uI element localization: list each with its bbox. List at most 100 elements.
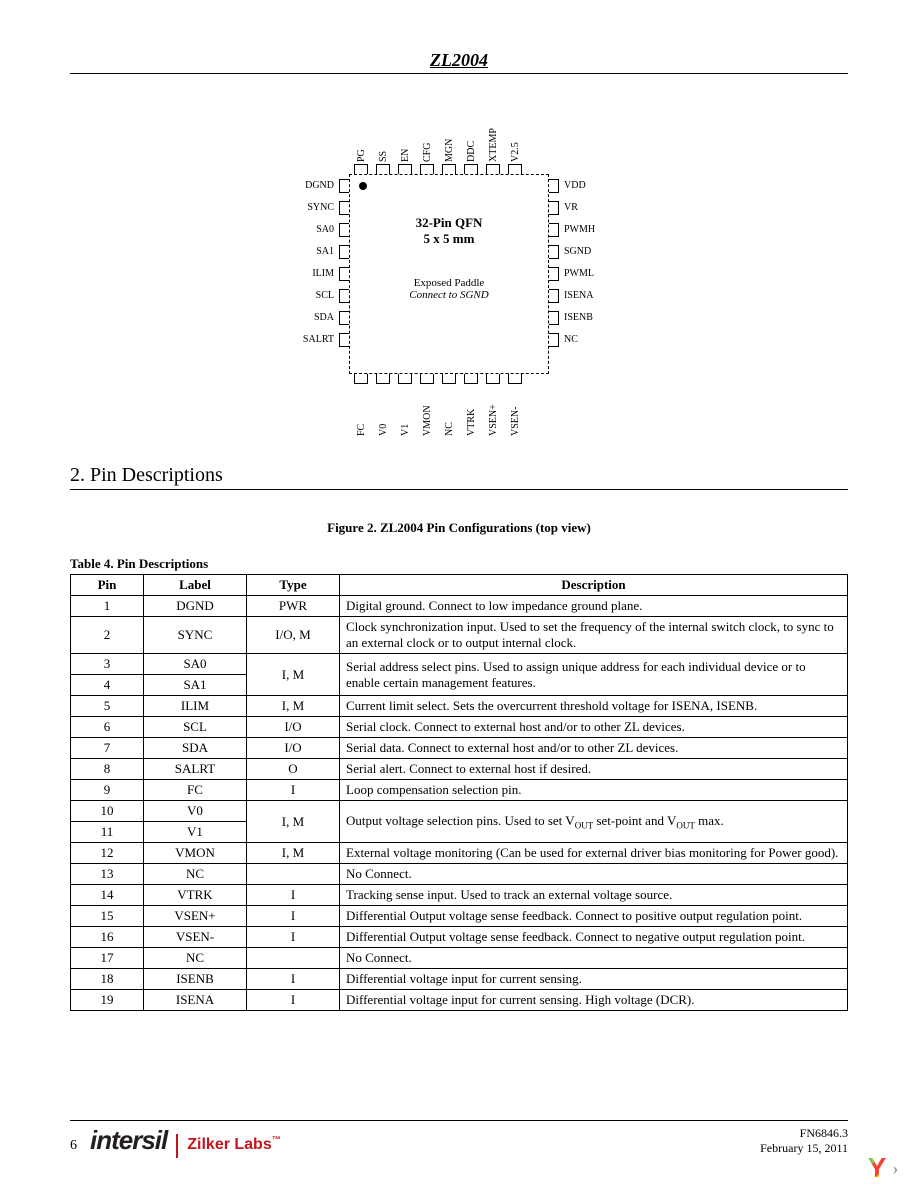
cell-type: I/O [247,738,340,759]
cell-pin: 13 [71,864,144,885]
table-row: 18ISENBIDifferential voltage input for c… [71,969,848,990]
pin1-indicator-dot [359,182,367,190]
cell-label: SYNC [144,617,247,654]
chip-sub-2: Connect to SGND [350,289,548,301]
pin-pad [464,164,478,174]
table-row: 16VSEN-IDifferential Output voltage sens… [71,927,848,948]
cell-pin: 4 [71,675,144,696]
pin-label: SALRT [303,334,334,345]
pin-pad [442,374,456,384]
pin-label: PG [356,124,367,162]
page-footer: 6 intersil Zilker Labs™ FN6846.3 Februar… [70,1120,848,1158]
zilker-logo: Zilker Labs™ [187,1136,280,1153]
pin-pad [398,164,412,174]
cell-desc: Differential Output voltage sense feedba… [340,906,848,927]
pin-pad [354,164,368,174]
table-row: 15VSEN+IDifferential Output voltage sens… [71,906,848,927]
pin-pad [339,311,349,325]
cell-type [247,864,340,885]
table-row: 6SCLI/OSerial clock. Connect to external… [71,717,848,738]
pin-label: ISENA [564,290,593,301]
pin-label: VDD [564,180,586,191]
cell-label: DGND [144,596,247,617]
table-row: 8SALRTOSerial alert. Connect to external… [71,759,848,780]
cell-pin: 15 [71,906,144,927]
cell-type: I [247,885,340,906]
pin-pad [464,374,478,384]
pin-label: DGND [305,180,334,191]
pin-label: NC [444,386,455,436]
cell-desc: No Connect. [340,864,848,885]
cell-desc: No Connect. [340,948,848,969]
table-row: 1DGNDPWRDigital ground. Connect to low i… [71,596,848,617]
doc-date: February 15, 2011 [760,1141,848,1156]
cell-pin: 6 [71,717,144,738]
cell-type: I/O [247,717,340,738]
pin-pad [398,374,412,384]
cell-type: I [247,780,340,801]
cell-label: SA0 [144,654,247,675]
viewer-logo-icon: Y [868,1152,887,1184]
cell-label: NC [144,948,247,969]
cell-label: ILIM [144,696,247,717]
cell-pin: 16 [71,927,144,948]
cell-desc: Current limit select. Sets the overcurre… [340,696,848,717]
pin-pad [442,164,456,174]
pin-label: V1 [400,386,411,436]
pin-pad [549,179,559,193]
pinout-diagram: 32-Pin QFN 5 x 5 mm Exposed Paddle Conne… [249,124,669,444]
pin-pad [354,374,368,384]
cell-label: FC [144,780,247,801]
viewer-overlay[interactable]: Y › [848,1148,918,1188]
pin-label: VSEN+ [488,386,499,436]
pin-label: V0 [378,386,389,436]
pin-pad [420,374,434,384]
table-row: 17NC No Connect. [71,948,848,969]
cell-desc: Serial address select pins. Used to assi… [340,654,848,696]
cell-label: ISENA [144,990,247,1011]
cell-type: I [247,990,340,1011]
pin-pad [376,374,390,384]
table-row: 9FCILoop compensation selection pin. [71,780,848,801]
cell-desc: Serial alert. Connect to external host i… [340,759,848,780]
chip-title-2: 5 x 5 mm [350,231,548,247]
cell-label: SALRT [144,759,247,780]
cell-label: VSEN+ [144,906,247,927]
cell-pin: 18 [71,969,144,990]
pin-pad [549,311,559,325]
cell-pin: 17 [71,948,144,969]
pin-pad [420,164,434,174]
pin-label: SA1 [316,246,334,257]
intersil-logo: intersil [90,1125,167,1155]
pin-label: SGND [564,246,591,257]
cell-desc: Differential Output voltage sense feedba… [340,927,848,948]
cell-pin: 3 [71,654,144,675]
cell-type: I [247,969,340,990]
cell-type: I/O, M [247,617,340,654]
cell-type: I [247,927,340,948]
table-row: 13NC No Connect. [71,864,848,885]
col-label: Label [144,575,247,596]
pin-label: SA0 [316,224,334,235]
table-row: 12VMONI, MExternal voltage monitoring (C… [71,843,848,864]
next-page-icon[interactable]: › [892,1158,898,1179]
cell-desc: Serial data. Connect to external host an… [340,738,848,759]
table-row: 19ISENAIDifferential voltage input for c… [71,990,848,1011]
pin-label: ISENB [564,312,593,323]
pin-pad [549,289,559,303]
cell-desc: Output voltage selection pins. Used to s… [340,801,848,843]
footer-left: 6 intersil Zilker Labs™ [70,1125,281,1158]
cell-pin: 11 [71,822,144,843]
cell-label: NC [144,864,247,885]
doc-number: FN6846.3 [760,1126,848,1141]
pin-pad [339,289,349,303]
table-row: 14VTRKITracking sense input. Used to tra… [71,885,848,906]
logo-divider [176,1134,178,1158]
cell-type: I, M [247,801,340,843]
cell-type: I, M [247,696,340,717]
pin-description-table: Pin Label Type Description 1DGNDPWRDigit… [70,574,848,1011]
pin-pad [549,223,559,237]
cell-pin: 5 [71,696,144,717]
pin-label: SS [378,124,389,162]
page-number: 6 [70,1138,77,1153]
